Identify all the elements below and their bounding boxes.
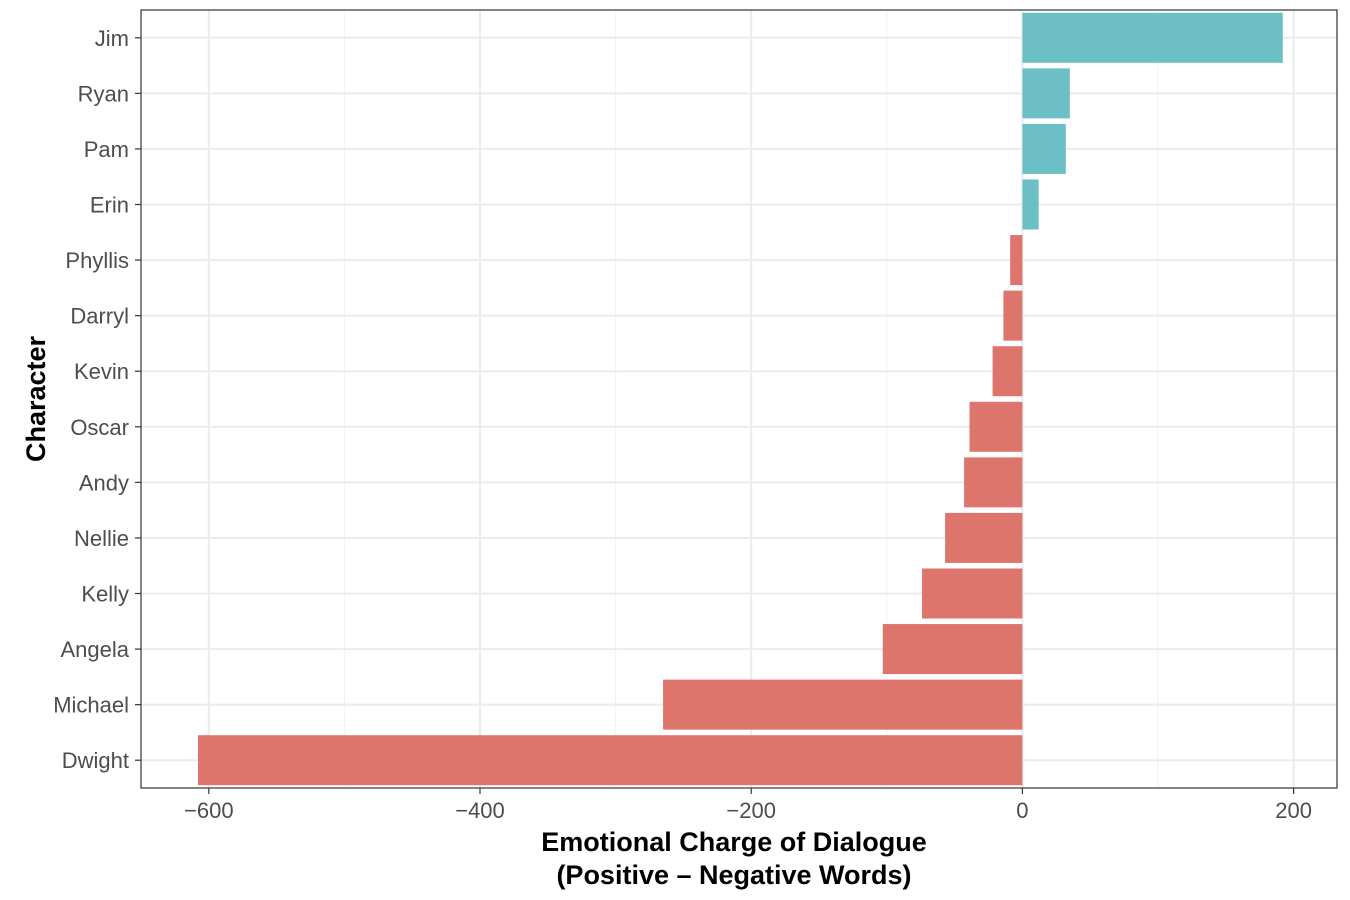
bar-kelly <box>922 568 1023 619</box>
x-tick-label: −200 <box>726 798 776 823</box>
x-tick-label: 0 <box>1016 798 1028 823</box>
bar-ryan <box>1022 68 1070 119</box>
bar-michael <box>663 679 1023 730</box>
y-tick-label: Erin <box>90 193 129 218</box>
bar-jim <box>1022 12 1283 63</box>
x-tick-label: −600 <box>184 798 234 823</box>
bar-andy <box>964 457 1023 508</box>
y-tick-label: Andy <box>79 470 129 495</box>
y-tick-label: Pam <box>84 137 129 162</box>
x-axis-title-line2: (Positive – Negative Words) <box>556 860 911 890</box>
y-tick-label: Ryan <box>78 81 129 106</box>
panel-border <box>140 9 1338 789</box>
bar-oscar <box>969 401 1023 452</box>
bar-darryl <box>1003 290 1023 341</box>
bar-dwight <box>197 735 1023 786</box>
y-tick-label: Kelly <box>81 582 129 607</box>
bar-pam <box>1022 123 1066 174</box>
grid <box>141 10 1337 788</box>
y-tick-label: Michael <box>53 693 129 718</box>
bar-kevin <box>992 346 1023 397</box>
y-tick-label: Darryl <box>70 304 129 329</box>
y-tick-label: Phyllis <box>65 248 129 273</box>
y-tick-label: Kevin <box>74 359 129 384</box>
bar-erin <box>1022 179 1039 230</box>
y-tick-label: Angela <box>60 637 129 662</box>
y-tick-label: Dwight <box>62 748 129 773</box>
bar-nellie <box>945 512 1023 563</box>
bars <box>197 12 1283 786</box>
y-tick-label: Jim <box>95 26 129 51</box>
x-tick-label: 200 <box>1275 798 1312 823</box>
y-tick-label: Oscar <box>70 415 129 440</box>
bar-phyllis <box>1010 235 1023 286</box>
bar-angela <box>882 624 1023 675</box>
y-tick-label: Nellie <box>74 526 129 551</box>
x-tick-label: −400 <box>455 798 505 823</box>
ticks: −600 −400 −200 0 200 Jim Ryan Pam Erin Phyllis Dar… <box>53 26 1312 823</box>
x-axis-title: Emotional Charge of Dialogue <box>541 827 927 857</box>
y-axis-title: Character <box>21 335 51 462</box>
panel-background <box>141 10 1337 788</box>
